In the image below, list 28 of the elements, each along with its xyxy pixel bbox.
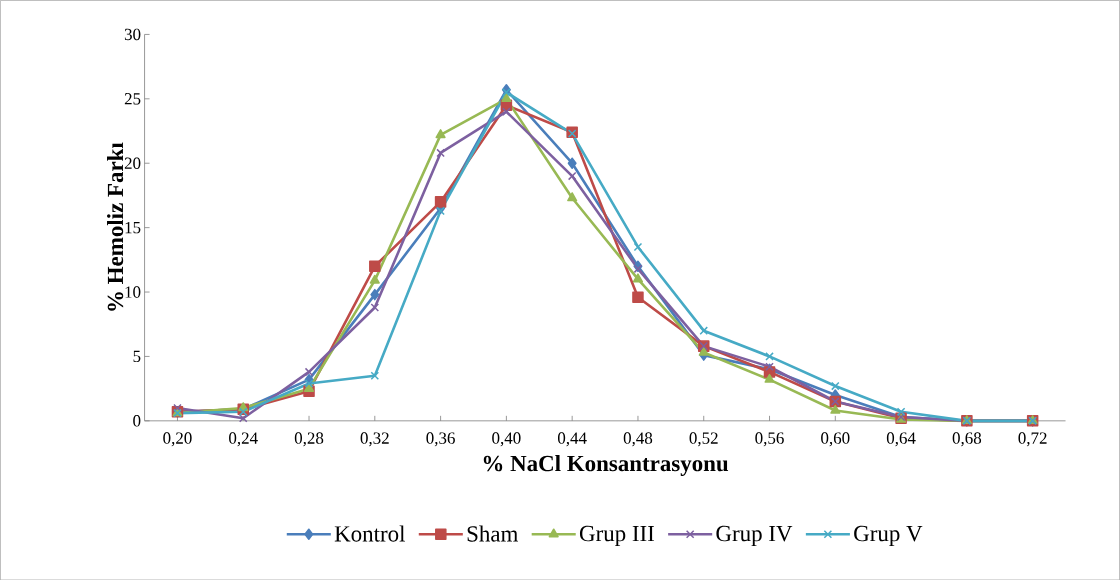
x-tick-label: 0,40 xyxy=(492,432,521,447)
x-tick-label: 0,48 xyxy=(623,432,653,447)
y-tick-label: 15 xyxy=(125,221,141,234)
x-tick-label: 0,36 xyxy=(426,432,455,447)
y-tick-label: 30 xyxy=(124,28,141,40)
y-tick-label: 0 xyxy=(133,414,141,427)
x-tick-label: 0,28 xyxy=(294,432,324,447)
legend-label: Grup III xyxy=(579,525,655,546)
legend-label: Kontrol xyxy=(334,525,406,542)
y-axis-title: % Hemoliz Farkı xyxy=(107,142,124,311)
x-tick-label: 0,24 xyxy=(229,432,258,447)
x-tick-label: 0,56 xyxy=(755,432,784,447)
x-tick-label: 0,44 xyxy=(557,432,587,447)
x-tick-label: 0,52 xyxy=(689,432,718,447)
y-tick-label: 10 xyxy=(125,286,141,298)
legend-label: Grup IV xyxy=(716,525,793,546)
legend-label: Sham xyxy=(467,525,519,542)
legend-label: Grup V xyxy=(854,525,923,546)
y-tick-label: 20 xyxy=(124,157,141,169)
y-tick-label: 25 xyxy=(124,92,141,105)
x-axis-title: % NaCl Konsantrasyonu xyxy=(483,454,729,476)
y-tick-label: 5 xyxy=(133,350,141,362)
x-tick-label: 0,60 xyxy=(821,432,850,447)
x-tick-label: 0,32 xyxy=(360,432,389,447)
x-tick-label: 0,68 xyxy=(952,432,982,447)
x-tick-label: 0,64 xyxy=(886,432,916,447)
x-tick-label: 0,20 xyxy=(163,432,192,447)
x-tick-label: 0,72 xyxy=(1018,432,1047,447)
